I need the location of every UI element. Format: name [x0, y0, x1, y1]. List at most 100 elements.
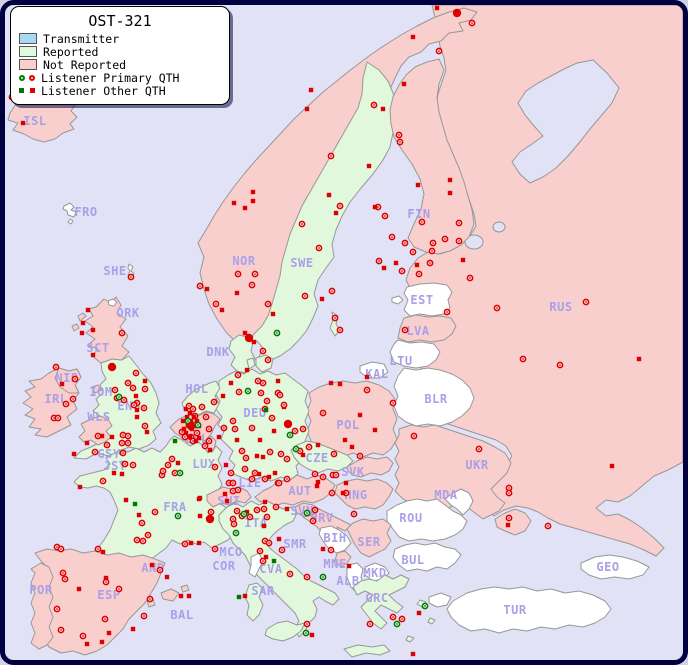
- listener-other-qth-marker: [372, 204, 378, 210]
- turkey-thrace: [428, 592, 452, 608]
- marker-center-dot: [135, 372, 137, 374]
- country-label-lie: LIE: [238, 476, 261, 490]
- aegean-island-3: [405, 635, 415, 643]
- marker-center-dot: [279, 394, 281, 396]
- legend-label: Listener Other QTH: [41, 83, 166, 98]
- country-label-ork: ORK: [116, 306, 139, 320]
- country-label-sar: SAR: [251, 584, 274, 598]
- marker-center-dot: [294, 430, 296, 432]
- marker-center-dot: [167, 464, 169, 466]
- marker-center-dot: [345, 492, 347, 494]
- marker-center-dot: [121, 332, 123, 334]
- listener-other-qth-marker: [183, 406, 189, 412]
- marker-center-dot: [136, 539, 138, 541]
- country-label-geo: GEO: [596, 560, 619, 574]
- listener-other-qth-marker: [300, 452, 306, 458]
- country-tur: [446, 586, 612, 634]
- marker-center-dot: [196, 432, 198, 434]
- listener-other-qth-marker: [304, 106, 310, 112]
- listener-other-qth-marker: [343, 480, 349, 486]
- marker-center-dot: [404, 242, 406, 244]
- marker-center-dot: [64, 578, 66, 580]
- marker-center-dot: [201, 406, 203, 408]
- listener-other-qth-marker: [256, 471, 262, 477]
- country-bih: [318, 525, 352, 554]
- listener-other-qth-marker: [207, 447, 213, 453]
- marker-center-dot: [262, 382, 264, 384]
- listener-other-qth-marker: [609, 463, 615, 469]
- marker-center-dot: [353, 513, 355, 515]
- listener-other-qth-marker: [77, 484, 83, 490]
- marker-center-dot: [141, 522, 143, 524]
- marker-center-dot: [267, 303, 269, 305]
- country-label-est: EST: [410, 293, 433, 307]
- country-label-por: POR: [29, 583, 52, 597]
- marker-center-dot: [154, 511, 156, 513]
- marker-center-dot: [243, 513, 245, 515]
- listener-other-qth-marker: [372, 427, 378, 433]
- country-label-rou: ROU: [399, 511, 422, 525]
- country-label-esp: ESP: [97, 588, 120, 602]
- listener-other-qth-marker: [123, 497, 129, 503]
- country-mda: [444, 488, 474, 516]
- marker-center-dot: [74, 378, 76, 380]
- marker-center-dot: [162, 470, 164, 472]
- listener-other-qth-marker: [284, 506, 290, 512]
- marker-center-dot: [286, 458, 288, 460]
- legend-title: OST-321: [88, 12, 152, 30]
- listener-other-qth-marker: [342, 437, 348, 443]
- marker-center-dot: [431, 250, 433, 252]
- marker-center-dot: [392, 402, 394, 404]
- marker-center-dot: [421, 221, 423, 223]
- country-label-aut: AUT: [288, 484, 311, 498]
- marker-center-dot: [305, 632, 307, 634]
- marker-center-dot: [197, 424, 199, 426]
- legend-box: OST-321 Transmitter Reported Not Reporte…: [10, 6, 230, 105]
- marker-center-dot: [308, 446, 310, 448]
- marker-center-dot: [471, 22, 473, 24]
- listener-other-qth-marker: [320, 546, 326, 552]
- listener-other-qth-marker: [460, 257, 466, 263]
- marker-center-dot: [122, 452, 124, 454]
- marker-center-dot: [143, 407, 145, 409]
- marker-center-dot: [251, 427, 253, 429]
- country-label-nor: NOR: [232, 254, 255, 268]
- marker-center-dot: [184, 436, 186, 438]
- country-label-nir: NIR: [55, 371, 78, 385]
- listener-other-qth-marker: [175, 460, 181, 466]
- listener-other-qth-marker: [340, 490, 346, 496]
- marker-center-dot: [585, 301, 587, 303]
- marker-center-dot: [278, 482, 280, 484]
- listener-other-qth-marker: [79, 330, 85, 336]
- island-mallorca: [160, 588, 180, 602]
- marker-center-dot: [377, 206, 379, 208]
- listener-other-qth-marker: [257, 437, 263, 443]
- marker-center-dot: [373, 104, 375, 106]
- marker-center-dot: [334, 317, 336, 319]
- marker-center-dot: [289, 434, 291, 436]
- listener-other-qth-marker: [181, 426, 187, 432]
- marker-center-dot: [244, 468, 246, 470]
- marker-center-dot: [65, 403, 67, 405]
- marker-center-dot: [123, 399, 125, 401]
- legend-label: Listener Primary QTH: [41, 70, 180, 85]
- marker-center-dot: [232, 420, 234, 422]
- marker-center-dot: [418, 273, 420, 275]
- isle-of-man: [91, 384, 102, 394]
- marker-center-dot: [322, 576, 324, 578]
- marker-center-dot: [257, 380, 259, 382]
- marker-center-dot: [392, 616, 394, 618]
- listener-other-qth-marker: [130, 626, 136, 632]
- island-sardinia: [244, 582, 264, 622]
- listener-cluster-dot: [452, 8, 462, 18]
- listener-other-qth-marker: [266, 474, 272, 480]
- marker-center-dot: [130, 276, 132, 278]
- not-reported-swatch: [19, 59, 37, 70]
- country-label-mne: MNE: [323, 557, 346, 571]
- marker-center-dot: [547, 525, 549, 527]
- listener-cluster-dot: [205, 514, 215, 524]
- listener-cluster-dot: [244, 333, 254, 343]
- marker-center-dot: [210, 511, 212, 513]
- listener-other-qth-marker: [263, 554, 269, 560]
